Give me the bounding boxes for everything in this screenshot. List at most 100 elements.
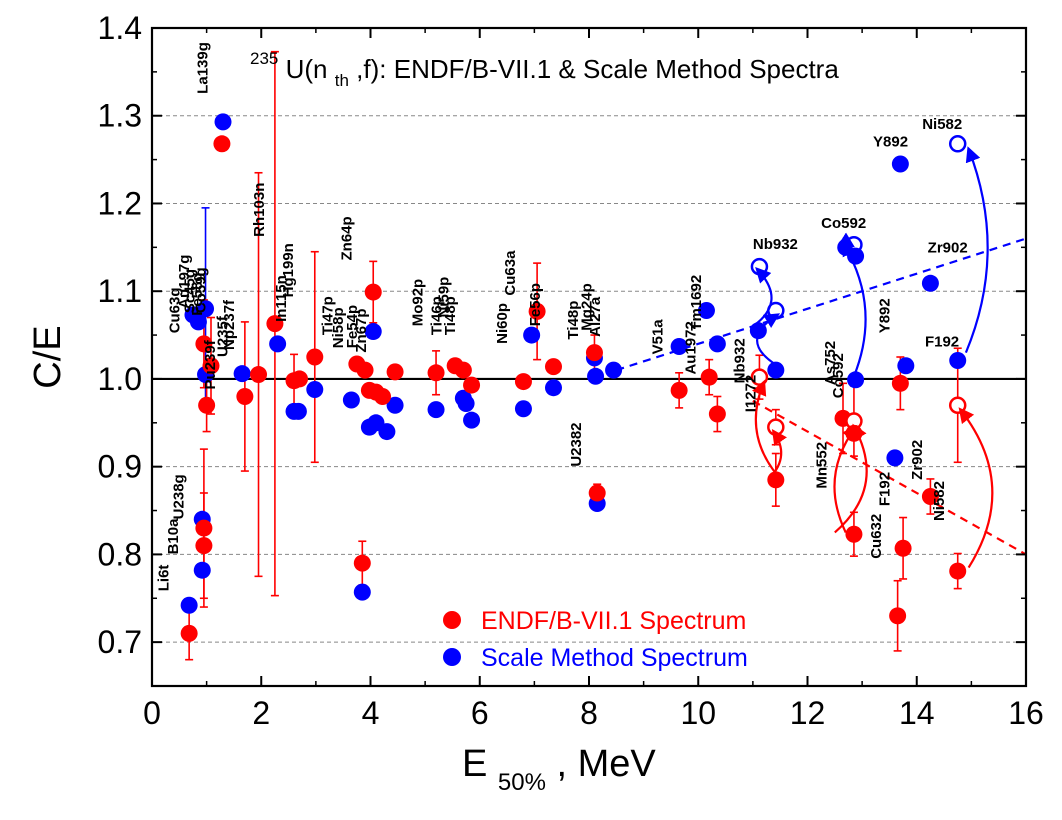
endf-point [585,344,603,362]
scale-point [949,352,967,370]
endf-point [180,624,198,642]
endf-point-open [767,418,785,436]
scale-point [342,391,360,409]
point-label: Hg199n [280,243,297,297]
point-label: Sc45g [182,269,199,313]
point-label: Cu632 [868,514,885,559]
point-label: Zr902 [909,440,926,480]
scale-point [587,367,605,385]
endf-point [921,487,939,505]
scale-point [457,394,475,412]
point-label: Pu239f [202,339,219,389]
scale-point [670,337,688,355]
point-label: Mg24p [579,283,596,331]
legend-marker-endf [443,611,461,629]
arrow [749,267,773,329]
scale-point [269,335,287,353]
x-tick-label: 14 [899,695,935,731]
arrow [751,379,779,477]
x-tick-label: 10 [680,695,716,731]
endf-point [198,396,216,414]
scale-point [193,561,211,579]
endf-point [364,283,382,301]
title-rest: ,f): ENDF/B-VII.1 & Scale Method Spectra [356,54,839,84]
y-tick-label: 0.7 [98,624,142,660]
arrow [964,146,989,354]
point-label: Mo92p [409,279,426,327]
endf-point [195,519,213,537]
x-axis-title: E 50% , MeV [462,743,656,799]
point-label: Mn552 [814,442,831,489]
point-label: In115n [273,275,290,322]
x-tick-label: 8 [580,695,598,731]
point-label: Rh103n [251,183,268,237]
endf-point [195,335,213,353]
arrow [834,423,868,534]
endf-point [894,539,912,557]
x-tick-label: 16 [1008,695,1044,731]
point-label: Np237f [221,299,238,350]
endf-point [250,366,268,384]
scale-point [767,361,785,379]
arrow [958,407,994,569]
endf-point [670,381,688,399]
scale-point [708,335,726,353]
endf-point [195,537,213,555]
endf-point [514,373,532,391]
scale-point [378,423,396,441]
point-label: Nb932 [732,338,749,383]
point-label: Au197g [176,255,193,309]
title-subscript: th [335,71,349,90]
point-label: La139g [195,42,212,94]
point-label: Cu63g [166,287,183,333]
endf-point [528,302,546,320]
scale-point [514,400,532,418]
arrows [749,146,994,569]
point-label: Ti47p [319,296,336,335]
legend-label-endf: ENDF/B-VII.1 Spectrum [481,607,746,635]
legend: ENDF/B-VII.1 Spectrum Scale Method Spect… [443,607,748,672]
y-tick-label: 1.3 [98,98,142,134]
point-label: As752 [822,341,839,385]
scale-point [605,361,623,379]
x-tick-label: 12 [790,695,826,731]
point-label: Ni58p [330,307,347,348]
point-label: Li6t [155,565,172,592]
point-label: Tm1692 [688,275,705,331]
endf-point [544,358,562,376]
scale-point [214,113,232,131]
endf-point [427,364,445,382]
title-superscript: 235 [250,49,278,68]
endf-point [463,376,481,394]
scale-point [306,380,324,398]
endf-point [891,374,909,392]
scale-point [897,357,915,375]
chart-title: 235 U(n th ,f): ENDF/B-VII.1 & Scale Met… [250,40,839,92]
arrow [841,240,867,377]
point-label: Ni582 [931,481,948,521]
x-tick-label: 6 [471,695,489,731]
scale-point [386,396,404,414]
point-label: F192 [876,472,893,506]
legend-marker-scale [443,648,461,666]
point-label: Fe58g [189,272,206,315]
endf-point [266,315,284,333]
x-tick-label: 4 [362,695,380,731]
y-tick-label: 1.2 [98,185,142,221]
endf-point [454,361,472,379]
arrow [769,429,787,478]
endf-point [374,387,392,405]
scale-point [886,449,904,467]
endf-point [353,554,371,572]
point-label: Y892 [876,298,893,333]
endf-point [236,387,254,405]
y-axis-title: C/E [27,325,69,388]
scale-point [697,302,715,320]
scale-point [523,326,541,344]
y-tick-label: 1.0 [98,361,142,397]
point-label: Co592 [830,353,847,398]
scale-point [921,274,939,292]
point-label: Cu63a [502,250,519,296]
scale-point [847,371,865,389]
